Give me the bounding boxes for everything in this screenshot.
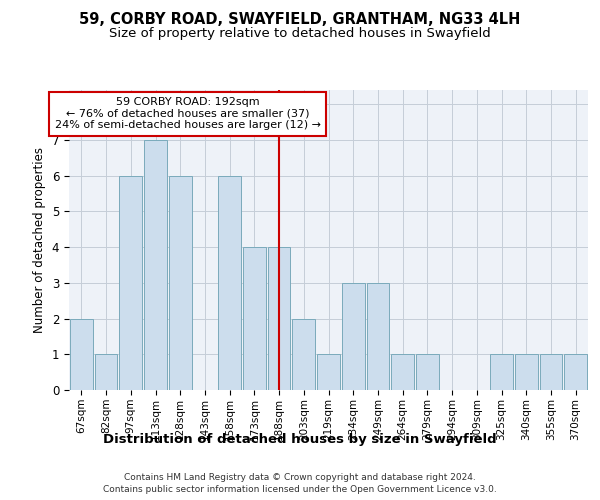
Text: Contains HM Land Registry data © Crown copyright and database right 2024.: Contains HM Land Registry data © Crown c… [124,472,476,482]
Bar [218,176,241,390]
Bar [342,283,365,390]
Y-axis label: Number of detached properties: Number of detached properties [33,147,46,333]
Bar [490,354,513,390]
Text: 59 CORBY ROAD: 192sqm
← 76% of detached houses are smaller (37)
24% of semi-deta: 59 CORBY ROAD: 192sqm ← 76% of detached … [55,97,320,130]
Bar [144,140,167,390]
Bar [564,354,587,390]
Bar [292,318,315,390]
Text: Contains public sector information licensed under the Open Government Licence v3: Contains public sector information licen… [103,485,497,494]
Bar [539,354,562,390]
Text: Size of property relative to detached houses in Swayfield: Size of property relative to detached ho… [109,28,491,40]
Bar [70,318,93,390]
Bar [268,247,290,390]
Text: 59, CORBY ROAD, SWAYFIELD, GRANTHAM, NG33 4LH: 59, CORBY ROAD, SWAYFIELD, GRANTHAM, NG3… [79,12,521,28]
Bar [367,283,389,390]
Bar [391,354,414,390]
Bar [119,176,142,390]
Bar [317,354,340,390]
Bar [169,176,191,390]
Bar [95,354,118,390]
Bar [515,354,538,390]
Bar [416,354,439,390]
Text: Distribution of detached houses by size in Swayfield: Distribution of detached houses by size … [103,432,497,446]
Bar [243,247,266,390]
